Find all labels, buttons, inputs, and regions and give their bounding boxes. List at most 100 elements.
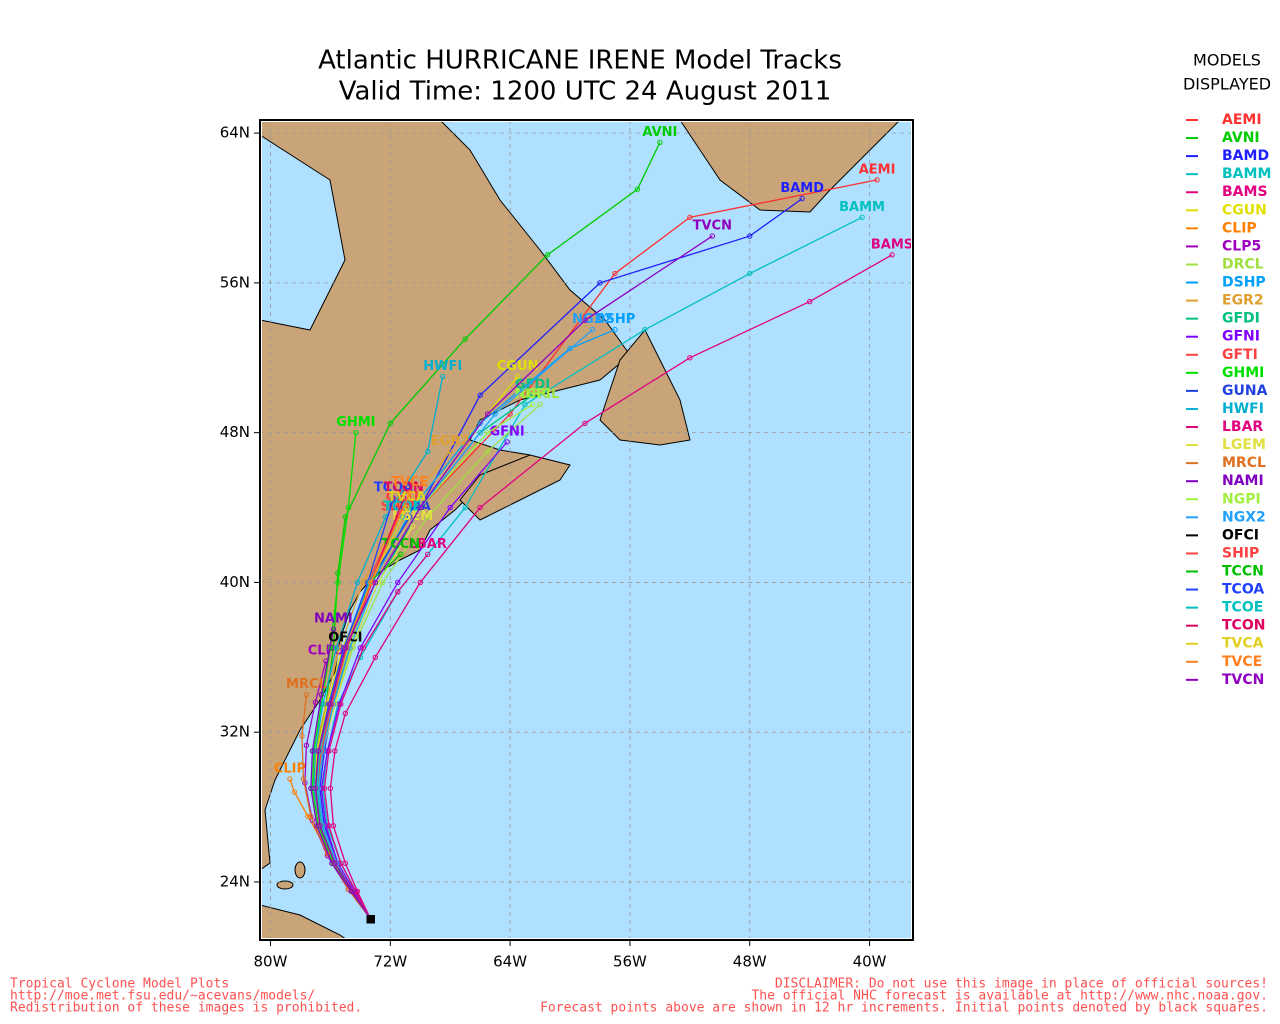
track-end-label: AVNI <box>642 125 677 140</box>
forecast-point <box>410 504 416 511</box>
forecast-point <box>582 420 588 426</box>
x-tick-label: 48W <box>733 953 767 971</box>
legend-label: EGR2 <box>1222 293 1264 309</box>
y-tick-label: 64N <box>220 124 250 142</box>
model-track <box>311 432 372 920</box>
legend-label: BAMD <box>1222 148 1269 164</box>
forecast-point <box>417 504 423 511</box>
track-end-label: TCOE <box>383 499 421 514</box>
forecast-point <box>537 401 543 408</box>
track-end-label: CLIP <box>274 761 306 776</box>
model-track <box>314 235 713 920</box>
track-end-label: GFTI <box>386 490 419 505</box>
forecast-point <box>492 411 498 417</box>
forecast-point <box>522 401 528 408</box>
legend-label: BAMS <box>1222 184 1268 200</box>
forecast-point <box>657 139 663 146</box>
forecast-point <box>612 270 618 277</box>
forecast-point <box>504 439 510 445</box>
initial-point <box>366 915 375 924</box>
model-track <box>320 441 508 920</box>
map-frame <box>259 119 914 941</box>
legend-label: LBAR <box>1222 419 1263 435</box>
model-track <box>301 694 372 920</box>
forecast-point <box>514 373 521 380</box>
legend-label: OFCI <box>1222 527 1259 543</box>
track-end-label: LGEM <box>392 509 433 524</box>
footer-right: DISCLAIMER: Do not use this image in pla… <box>775 977 1268 992</box>
forecast-point <box>425 514 431 520</box>
legend-label: BAMM <box>1222 166 1271 182</box>
forecast-point <box>338 701 344 707</box>
forecast-point <box>440 373 446 380</box>
track-end-label: TVCE <box>391 475 428 490</box>
track-end-label: NGPI <box>515 387 551 402</box>
forecast-point <box>320 701 326 707</box>
track-end-label: DSHP <box>595 312 636 327</box>
forecast-point <box>417 579 423 586</box>
forecast-point <box>315 748 322 754</box>
forecast-point <box>345 504 352 511</box>
legend-label: HWFI <box>1222 401 1264 417</box>
track-end-label: MRCL <box>286 677 327 692</box>
forecast-point <box>529 401 536 408</box>
y-tick-label: 56N <box>220 273 250 291</box>
forecast-point <box>687 214 693 221</box>
forecast-point <box>404 504 410 511</box>
forecast-point <box>399 514 405 520</box>
legend-label: TVCA <box>1222 636 1264 652</box>
forecast-point <box>350 888 356 895</box>
forecast-point <box>330 645 337 651</box>
forecast-point <box>333 645 340 651</box>
forecast-point <box>390 495 396 501</box>
legend-label: TVCN <box>1222 672 1264 688</box>
forecast-point <box>462 336 468 342</box>
forecast-point <box>589 326 596 333</box>
legend-label: SHIP <box>1222 545 1259 561</box>
legend-label: NGPI <box>1222 491 1261 507</box>
legend-label: DRCL <box>1222 256 1264 272</box>
x-tick-label: 80W <box>254 953 288 971</box>
legend-title: DISPLAYED <box>1183 75 1271 94</box>
forecast-point <box>484 448 491 455</box>
forecast-point <box>612 326 618 333</box>
footer-left: http://moe.met.fsu.edu/~acevans/models/ <box>10 989 315 1004</box>
legend-label: GFDI <box>1222 311 1260 327</box>
y-tick-label: 24N <box>220 872 250 890</box>
forecast-point <box>372 654 379 661</box>
y-tick-label: 48N <box>220 423 250 441</box>
forecast-point <box>353 429 359 436</box>
footer-left: Tropical Cyclone Model Plots <box>10 977 229 992</box>
forecast-point <box>484 411 491 417</box>
legend-label: TCON <box>1222 618 1265 634</box>
hudson-bay <box>262 135 346 331</box>
forecast-point <box>401 495 407 501</box>
legend-title: MODELS <box>1193 51 1261 70</box>
land <box>262 122 899 938</box>
forecast-point <box>330 626 337 632</box>
forecast-point <box>410 523 416 529</box>
forecast-point <box>327 785 334 792</box>
forecast-point <box>477 420 483 426</box>
forecast-point <box>312 785 319 792</box>
forecast-point <box>291 789 298 795</box>
x-tick-label: 40W <box>853 953 887 971</box>
forecast-point <box>859 214 865 221</box>
legend-label: GUNA <box>1222 383 1268 399</box>
forecast-point <box>303 742 310 748</box>
legend-label: TVCE <box>1222 654 1262 670</box>
legend-label: CGUN <box>1222 202 1267 218</box>
title: Atlantic HURRICANE IRENE Model Tracks <box>318 46 842 76</box>
legend-label: AEMI <box>1222 112 1262 128</box>
legend-label: DSHP <box>1222 275 1266 291</box>
forecast-point <box>642 326 648 333</box>
forecast-point <box>321 785 328 792</box>
legend-label: CLP5 <box>1222 238 1261 254</box>
forecast-point <box>357 645 364 651</box>
track-end-label: CGUN <box>497 359 539 374</box>
model-track <box>317 329 593 920</box>
forecast-point <box>407 489 413 496</box>
forecast-point <box>354 579 361 586</box>
subtitle: Valid Time: 1200 UTC 24 August 2011 <box>339 77 832 107</box>
